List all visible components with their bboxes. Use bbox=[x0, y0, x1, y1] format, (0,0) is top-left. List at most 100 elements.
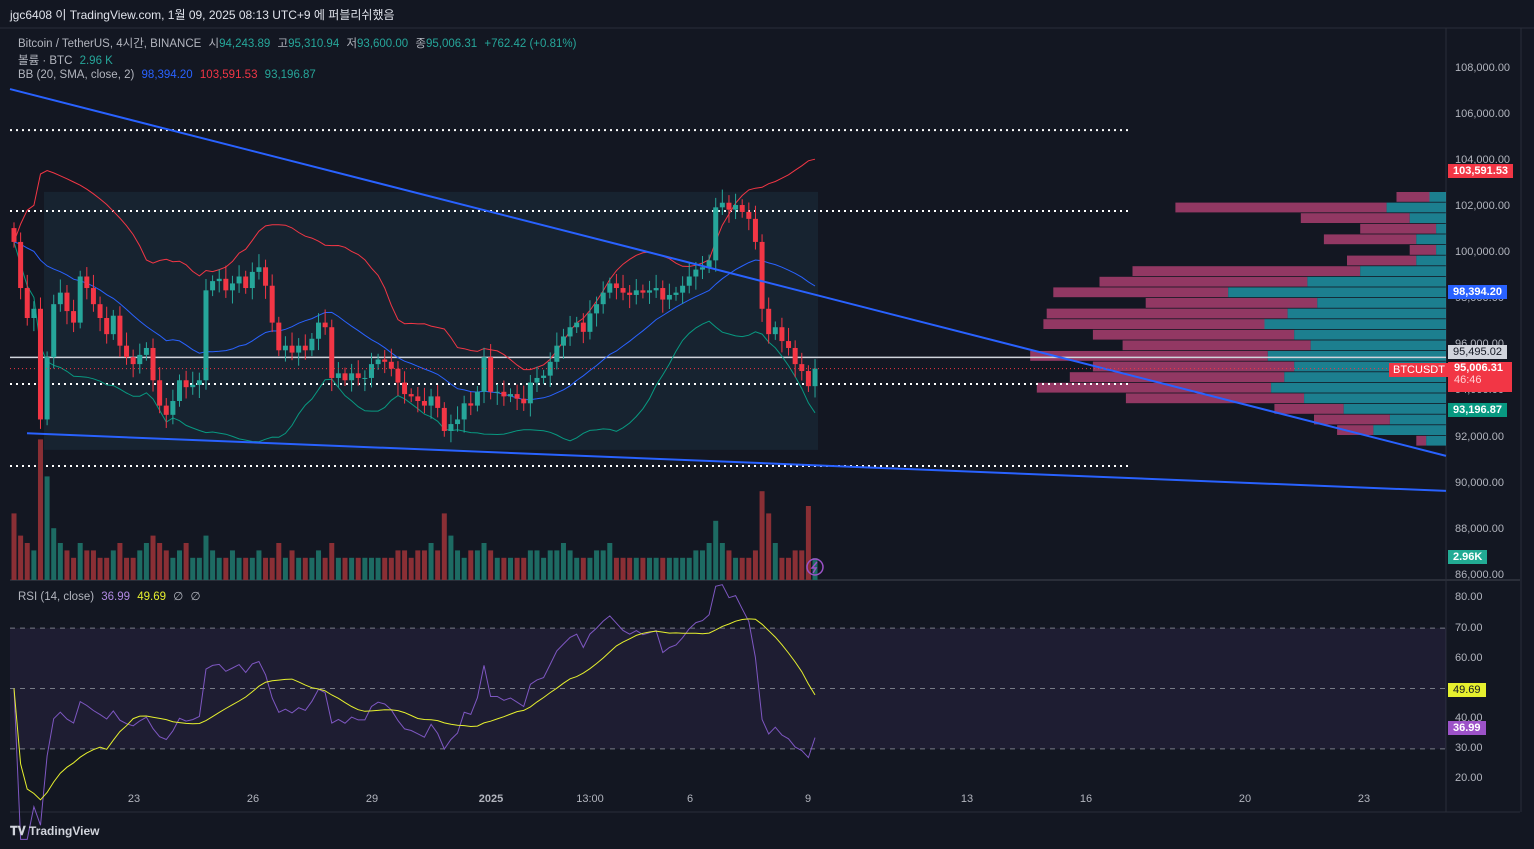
volume-bar bbox=[243, 557, 249, 580]
volume-bar bbox=[726, 550, 732, 580]
volume-bar bbox=[97, 557, 103, 580]
candle-body bbox=[613, 283, 619, 289]
volume-profile-down-bar bbox=[1122, 340, 1311, 351]
price-axis-label: 106,000.00 bbox=[1455, 108, 1511, 120]
volume-profile-down-bar bbox=[1337, 425, 1374, 435]
candle-body bbox=[759, 241, 765, 309]
candle-body bbox=[653, 288, 659, 291]
volume-bar bbox=[521, 557, 527, 580]
candle-body bbox=[229, 283, 235, 291]
volume-profile-up-bar bbox=[1284, 372, 1446, 382]
volume-bar bbox=[276, 543, 282, 580]
candle-body bbox=[455, 419, 461, 425]
volume-profile-down-bar bbox=[1069, 372, 1285, 382]
rsi-ma-tag: 49.69 bbox=[1448, 683, 1486, 697]
bb-upper-tag: 103,591.53 bbox=[1448, 164, 1514, 178]
volume-bar bbox=[508, 557, 513, 580]
candle-body bbox=[130, 357, 136, 365]
volume-bar bbox=[137, 550, 143, 580]
rsi-ma-line bbox=[13, 618, 816, 801]
volume-bar bbox=[587, 557, 593, 580]
rsi-axis-label: 70.00 bbox=[1455, 622, 1483, 634]
lightning-icon bbox=[806, 558, 824, 576]
rsi-empty-1: ∅ bbox=[173, 591, 184, 603]
candle-body bbox=[329, 327, 335, 378]
volume-profile-up-bar bbox=[1343, 404, 1446, 414]
candle-body bbox=[428, 396, 434, 406]
candle-body bbox=[71, 311, 77, 323]
volume-bar bbox=[157, 543, 163, 580]
volume-profile-up-bar bbox=[1307, 276, 1446, 287]
volume-profile-up-bar bbox=[1373, 425, 1446, 435]
candle-body bbox=[805, 371, 811, 387]
volume-bar bbox=[653, 557, 659, 580]
volume-profile-up-bar bbox=[1294, 361, 1446, 372]
candle-body bbox=[527, 382, 533, 404]
volume-profile-down-bar bbox=[1053, 287, 1229, 298]
candle-body bbox=[574, 322, 580, 328]
candle-body bbox=[421, 401, 427, 406]
candle-body bbox=[24, 288, 30, 319]
candle-body bbox=[779, 327, 785, 342]
time-axis-label: 29 bbox=[365, 793, 379, 805]
volume-bar bbox=[666, 557, 672, 580]
volume-bar bbox=[150, 535, 156, 580]
bb-basis-line bbox=[13, 241, 816, 401]
volume-bar bbox=[514, 557, 520, 580]
volume-bar bbox=[660, 557, 666, 580]
candle-body bbox=[104, 318, 110, 335]
volume-bar bbox=[335, 557, 341, 580]
volume-bar bbox=[772, 543, 778, 580]
symbol-title[interactable]: Bitcoin / TetherUS, 4시간, BINANCE bbox=[18, 38, 202, 50]
lightning-glyph bbox=[810, 561, 818, 574]
candle-body bbox=[263, 267, 269, 286]
volume-bar bbox=[84, 550, 90, 580]
volume-bar bbox=[130, 557, 136, 580]
candle-body bbox=[163, 405, 169, 415]
candle-body bbox=[402, 382, 408, 395]
candle-body bbox=[362, 377, 368, 379]
rsi-ma-value: 49.69 bbox=[137, 591, 167, 603]
candle-body bbox=[693, 269, 699, 277]
high-value: 95,310.94 bbox=[288, 38, 340, 50]
volume-bar bbox=[448, 535, 454, 580]
tradingview-logo[interactable]: 𝐓𝐕 TradingView bbox=[10, 824, 100, 839]
volume-value: 2.96 K bbox=[79, 55, 113, 67]
candle-body bbox=[137, 354, 143, 365]
volume-bar bbox=[415, 550, 421, 580]
volume-profile-up-bar bbox=[1436, 223, 1446, 234]
volume-bar bbox=[24, 543, 30, 580]
candle-body bbox=[587, 313, 593, 332]
time-axis-label: 6 bbox=[686, 793, 694, 805]
volume-bar bbox=[236, 557, 242, 580]
bb-legend[interactable]: BB (20, SMA, close, 2) 98,394.20 103,591… bbox=[18, 69, 320, 81]
volume-bar bbox=[699, 550, 705, 580]
volume-bar bbox=[752, 550, 758, 580]
volume-profile-down-bar bbox=[1396, 192, 1430, 202]
candle-body bbox=[541, 375, 547, 378]
candle-body bbox=[276, 322, 282, 351]
volume-bar bbox=[51, 528, 57, 580]
volume-bar bbox=[11, 513, 17, 580]
volume-bar bbox=[77, 543, 83, 580]
rsi-legend[interactable]: RSI (14, close) 36.99 49.69 ∅ ∅ bbox=[18, 589, 205, 603]
price-axis-label: 88,000.00 bbox=[1455, 523, 1504, 535]
price-axis-label: 92,000.00 bbox=[1455, 431, 1504, 443]
volume-legend[interactable]: 볼륨 · BTC 2.96 K bbox=[18, 52, 117, 68]
volume-bar bbox=[57, 543, 63, 580]
volume-bar bbox=[779, 557, 785, 580]
candle-body bbox=[501, 391, 507, 397]
candle-body bbox=[355, 373, 361, 378]
volume-profile-up-bar bbox=[1228, 287, 1446, 298]
volume-profile-up-bar bbox=[1436, 245, 1446, 255]
volume-bar bbox=[719, 543, 725, 580]
volume-profile-down-bar bbox=[1300, 213, 1410, 223]
volume-bar bbox=[620, 557, 626, 580]
rsi-empty-2: ∅ bbox=[190, 591, 201, 603]
volume-bar bbox=[435, 550, 441, 580]
candle-body bbox=[349, 373, 355, 381]
volume-bar bbox=[713, 520, 719, 580]
volume-bar bbox=[104, 557, 110, 580]
volume-bar bbox=[574, 557, 580, 580]
